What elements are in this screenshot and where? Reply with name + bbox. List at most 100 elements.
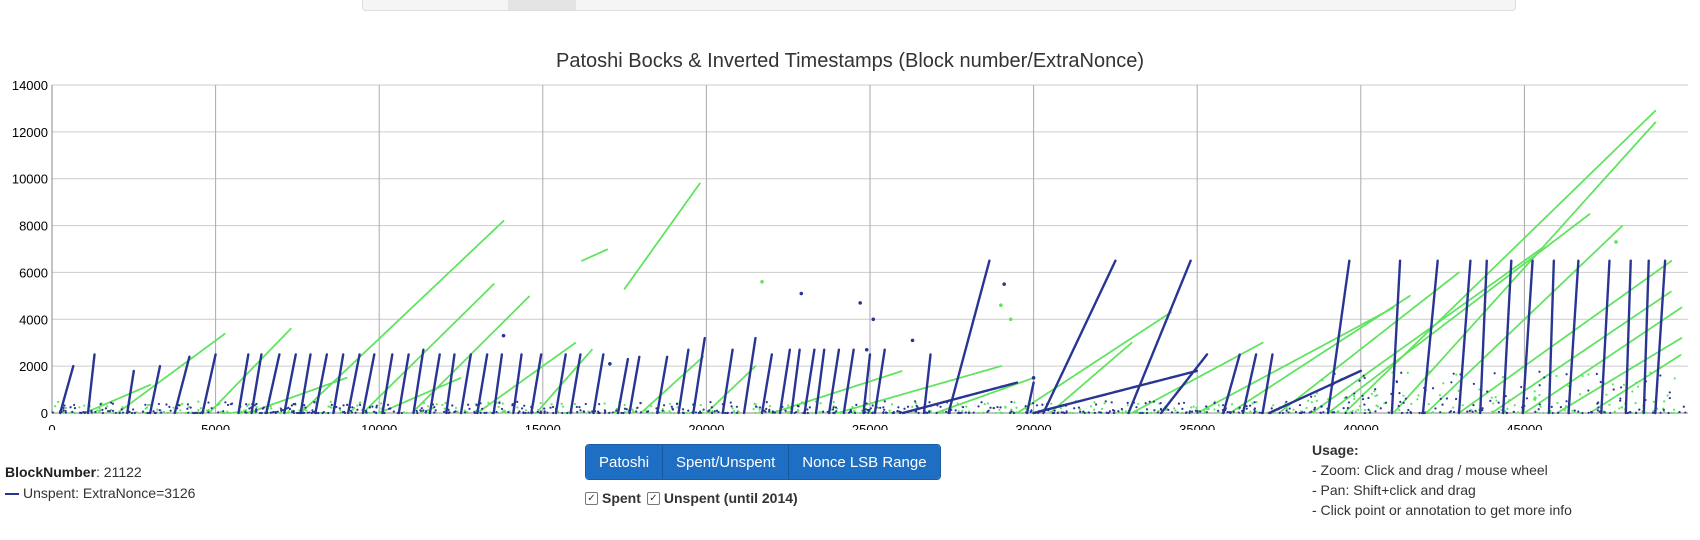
unspent-data-point bbox=[348, 406, 352, 409]
unspent-checkbox[interactable]: ✓ bbox=[646, 491, 660, 505]
spent-data-point bbox=[1636, 385, 1640, 388]
unspent-data-point bbox=[1361, 398, 1365, 401]
unspent-data-point bbox=[1185, 411, 1188, 414]
unspent-data-point bbox=[424, 411, 427, 414]
unspent-data-point bbox=[681, 408, 685, 411]
unspent-data-point bbox=[1313, 406, 1317, 409]
spent-data-point bbox=[64, 406, 67, 410]
unspent-data-point bbox=[1557, 411, 1560, 415]
unspent-data-point bbox=[433, 406, 436, 409]
spent-checkbox[interactable]: ✓ bbox=[585, 491, 598, 505]
unspent-data-point bbox=[1108, 410, 1111, 413]
unspent-data-point bbox=[165, 403, 168, 406]
unspent-data-point bbox=[551, 405, 555, 409]
unspent-data-point bbox=[1002, 282, 1006, 286]
spent-data-point bbox=[758, 411, 761, 414]
spent-data-point bbox=[1457, 389, 1460, 392]
unspent-data-point bbox=[189, 406, 192, 409]
unspent-data-point bbox=[915, 404, 918, 407]
unspent-data-point bbox=[902, 411, 905, 414]
unspent-data-point bbox=[1245, 404, 1248, 408]
spent-data-point bbox=[525, 409, 528, 412]
nonce-lsb-range-button[interactable]: Nonce LSB Range bbox=[789, 445, 940, 479]
unspent-data-point bbox=[765, 407, 768, 410]
unspent-data-point bbox=[1031, 402, 1035, 405]
unspent-data-point bbox=[73, 403, 76, 407]
spent-data-point bbox=[156, 408, 159, 411]
unspent-data-point bbox=[1117, 410, 1120, 413]
unspent-data-point bbox=[960, 411, 963, 414]
unspent-data-point bbox=[1164, 405, 1167, 408]
unspent-series-segment bbox=[554, 353, 567, 415]
unspent-data-point bbox=[203, 401, 207, 405]
unspent-series-segment bbox=[265, 353, 281, 415]
patoshi-button[interactable]: Patoshi bbox=[586, 445, 664, 479]
unspent-data-point bbox=[808, 406, 811, 409]
unspent-data-point bbox=[717, 410, 720, 414]
unspent-data-point bbox=[315, 402, 318, 405]
unspent-data-point bbox=[321, 411, 324, 415]
unspent-data-point bbox=[1363, 411, 1366, 415]
x-tick-label: 40000 bbox=[1343, 422, 1379, 430]
unspent-data-point bbox=[303, 411, 306, 415]
spent-unspent-button[interactable]: Spent/Unspent bbox=[663, 445, 790, 479]
unspent-data-point bbox=[141, 410, 145, 413]
spent-data-point bbox=[1573, 411, 1576, 414]
scatter-chart[interactable]: 0 2000 4000 6000 8000 10000 12000 14000 0 5000 100… bbox=[0, 0, 1700, 430]
unspent-data-point bbox=[1596, 409, 1599, 412]
spent-data-point bbox=[435, 403, 438, 406]
unspent-data-point bbox=[523, 404, 526, 407]
unspent-data-point bbox=[764, 410, 767, 413]
unspent-series-segment bbox=[814, 348, 826, 415]
unspent-data-point bbox=[1434, 407, 1437, 410]
spent-data-point bbox=[1494, 396, 1497, 399]
unspent-data-point bbox=[858, 301, 862, 305]
spent-data-point bbox=[1370, 392, 1373, 396]
unspent-data-point bbox=[1287, 411, 1290, 414]
spent-data-point bbox=[240, 410, 243, 414]
unspent-data-point bbox=[675, 402, 679, 406]
unspent-data-point bbox=[1472, 404, 1475, 407]
unspent-data-point bbox=[939, 405, 942, 408]
unspent-data-point bbox=[1053, 409, 1056, 412]
unspent-data-point bbox=[622, 411, 625, 415]
unspent-data-point bbox=[1038, 409, 1041, 413]
unspent-data-point bbox=[216, 411, 220, 414]
unspent-series-segment bbox=[862, 353, 872, 415]
unspent-series-segment bbox=[530, 353, 543, 415]
toolbar-tab[interactable] bbox=[508, 0, 576, 10]
unspent-data-point bbox=[957, 411, 960, 415]
spent-data-point bbox=[1649, 371, 1652, 374]
spent-data-point bbox=[536, 408, 540, 412]
unspent-data-point bbox=[682, 411, 685, 415]
unspent-data-point bbox=[1332, 383, 1335, 386]
unspent-series-segment bbox=[790, 348, 801, 415]
unspent-data-point bbox=[251, 402, 254, 406]
unspent-data-point bbox=[108, 410, 112, 413]
unspent-data-point bbox=[260, 411, 263, 415]
spent-data-point bbox=[1587, 373, 1590, 376]
unspent-data-point bbox=[1213, 401, 1216, 405]
unspent-data-point bbox=[964, 411, 967, 414]
spent-data-point bbox=[1539, 405, 1542, 408]
unspent-data-point bbox=[1587, 389, 1590, 392]
unspent-data-point bbox=[121, 411, 125, 414]
unspent-data-point bbox=[416, 411, 419, 415]
spent-data-point bbox=[247, 411, 250, 414]
unspent-data-point bbox=[1010, 400, 1013, 404]
spent-data-point bbox=[325, 411, 328, 415]
spent-data-point bbox=[1174, 409, 1177, 412]
spent-data-point bbox=[659, 411, 662, 414]
spent-data-point bbox=[1580, 373, 1583, 376]
spent-data-point bbox=[212, 406, 216, 409]
unspent-data-point bbox=[950, 408, 953, 411]
unspent-series-segment bbox=[778, 348, 792, 415]
unspent-series-segment bbox=[947, 259, 991, 415]
spent-data-point bbox=[956, 402, 959, 405]
spent-data-point bbox=[1180, 411, 1183, 415]
unspent-data-point bbox=[1082, 410, 1085, 413]
unspent-data-point bbox=[1105, 411, 1108, 414]
unspent-data-point bbox=[1177, 402, 1181, 405]
unspent-data-point bbox=[1012, 411, 1016, 415]
spent-data-point bbox=[228, 411, 232, 414]
